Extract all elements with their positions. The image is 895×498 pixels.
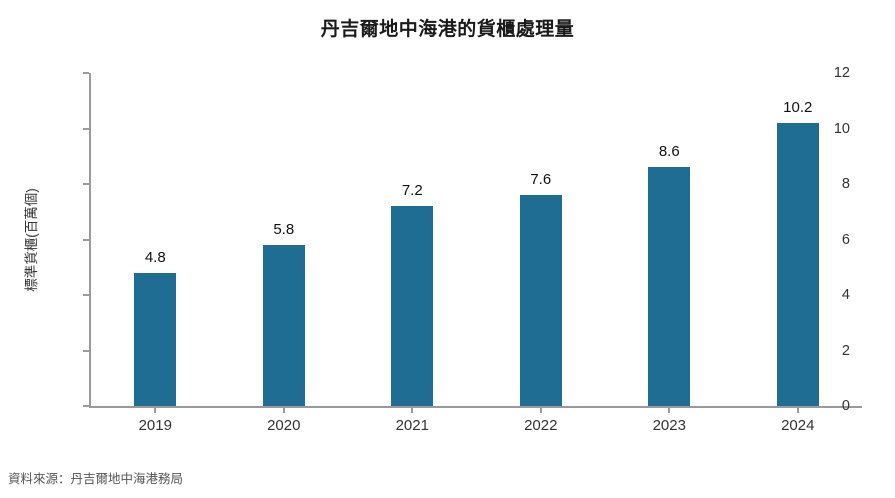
x-tick-label: 2022 [524, 417, 558, 434]
y-tick-label: 4 [841, 287, 850, 303]
x-tick-mark [154, 408, 157, 413]
y-tick-mark [83, 183, 89, 185]
y-tick-label: 10 [833, 120, 850, 137]
x-tick-label: 2024 [781, 417, 815, 434]
x-tick-mark [796, 408, 799, 413]
y-tick-mark [83, 238, 89, 241]
y-tick-label: 6 [841, 231, 850, 248]
x-tick-label: 2020 [267, 417, 301, 434]
plot-area: 0 2 4 6 8 10 12 4.8 2019 5.8 2020 7.2 2021 7.6 2022 8.6… [83, 65, 862, 434]
bar-2024 [776, 122, 819, 406]
bar-2019 [134, 272, 177, 406]
y-tick-label: 2 [841, 342, 850, 359]
bar-value-label: 8.6 [658, 143, 680, 161]
y-tick-mark [83, 405, 89, 407]
y-tick-mark [83, 349, 89, 352]
bar-value-label: 4.8 [144, 248, 166, 266]
y-axis-title: 標準貨櫃(百萬個) [24, 188, 39, 292]
y-tick-label: 0 [841, 398, 850, 414]
y-tick-mark [83, 294, 89, 296]
bar-2023 [648, 167, 691, 406]
chart-title: 丹吉爾地中海港的貨櫃處理量 [320, 19, 575, 40]
x-tick-label: 2021 [395, 417, 429, 434]
source-note: 資料來源：丹吉爾地中海港務局 [8, 472, 184, 486]
bar-2020 [262, 245, 305, 406]
y-tick-label: 12 [833, 65, 850, 81]
x-tick-mark [411, 408, 414, 413]
x-tick-label: 2019 [138, 417, 172, 434]
bar-value-label: 10.2 [783, 98, 813, 116]
y-tick-label: 8 [841, 176, 850, 192]
y-tick-mark [83, 72, 89, 74]
bar-value-label: 7.6 [530, 171, 552, 189]
bar-value-label: 5.8 [273, 221, 295, 239]
x-tick-label: 2023 [652, 417, 686, 434]
y-tick-mark [83, 127, 89, 130]
bar-2022 [519, 195, 562, 406]
bar-2021 [391, 206, 434, 406]
bar-value-label: 7.2 [401, 182, 423, 200]
x-tick-mark [668, 408, 671, 413]
x-tick-mark [282, 408, 285, 413]
x-tick-mark [539, 408, 542, 413]
